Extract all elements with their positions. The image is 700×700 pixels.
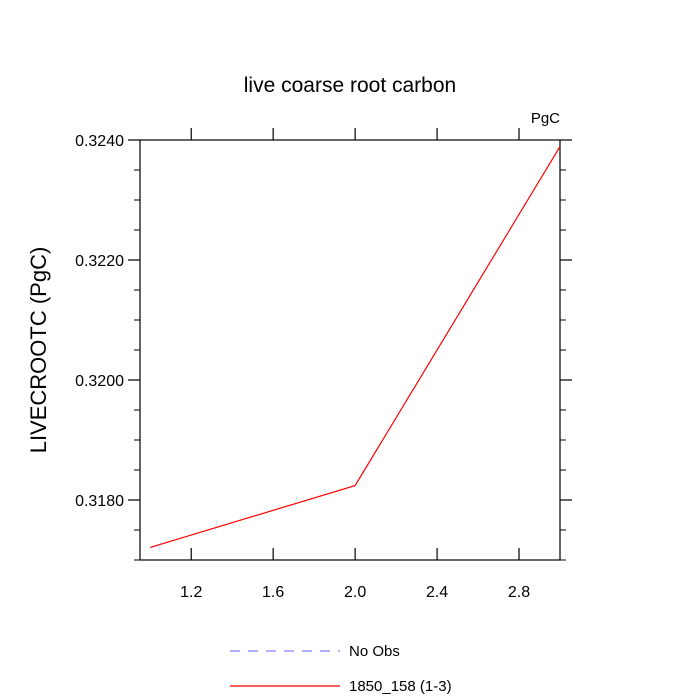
- series-lines: [150, 146, 561, 548]
- x-tick-label: 2.0: [344, 584, 366, 601]
- axis-ticks: [128, 128, 572, 561]
- x-tick-label: 2.4: [426, 584, 448, 601]
- series-line: [150, 146, 561, 548]
- units-label: PgC: [531, 110, 560, 127]
- legend: No Obs 1850_158 (1-3): [230, 643, 452, 695]
- y-tick-label: 0.3200: [75, 373, 124, 390]
- y-tick-label: 0.3240: [75, 133, 124, 150]
- legend-label: No Obs: [349, 643, 400, 660]
- y-tick-label: 0.3220: [75, 253, 124, 270]
- chart-title: live coarse root carbon: [244, 74, 456, 97]
- y-axis-label: LIVECROOTC (PgC): [26, 247, 51, 454]
- legend-label: 1850_158 (1-3): [349, 678, 452, 695]
- x-tick-label: 1.2: [180, 584, 202, 601]
- y-tick-label: 0.3180: [75, 493, 124, 510]
- axis-tick-labels: 1.2 1.6 2.0 2.4 2.8 0.3180 0.3200 0.3220 0.3240: [75, 133, 530, 601]
- x-tick-label: 2.8: [508, 584, 530, 601]
- x-tick-label: 1.6: [262, 584, 284, 601]
- plot-frame: [139, 139, 561, 561]
